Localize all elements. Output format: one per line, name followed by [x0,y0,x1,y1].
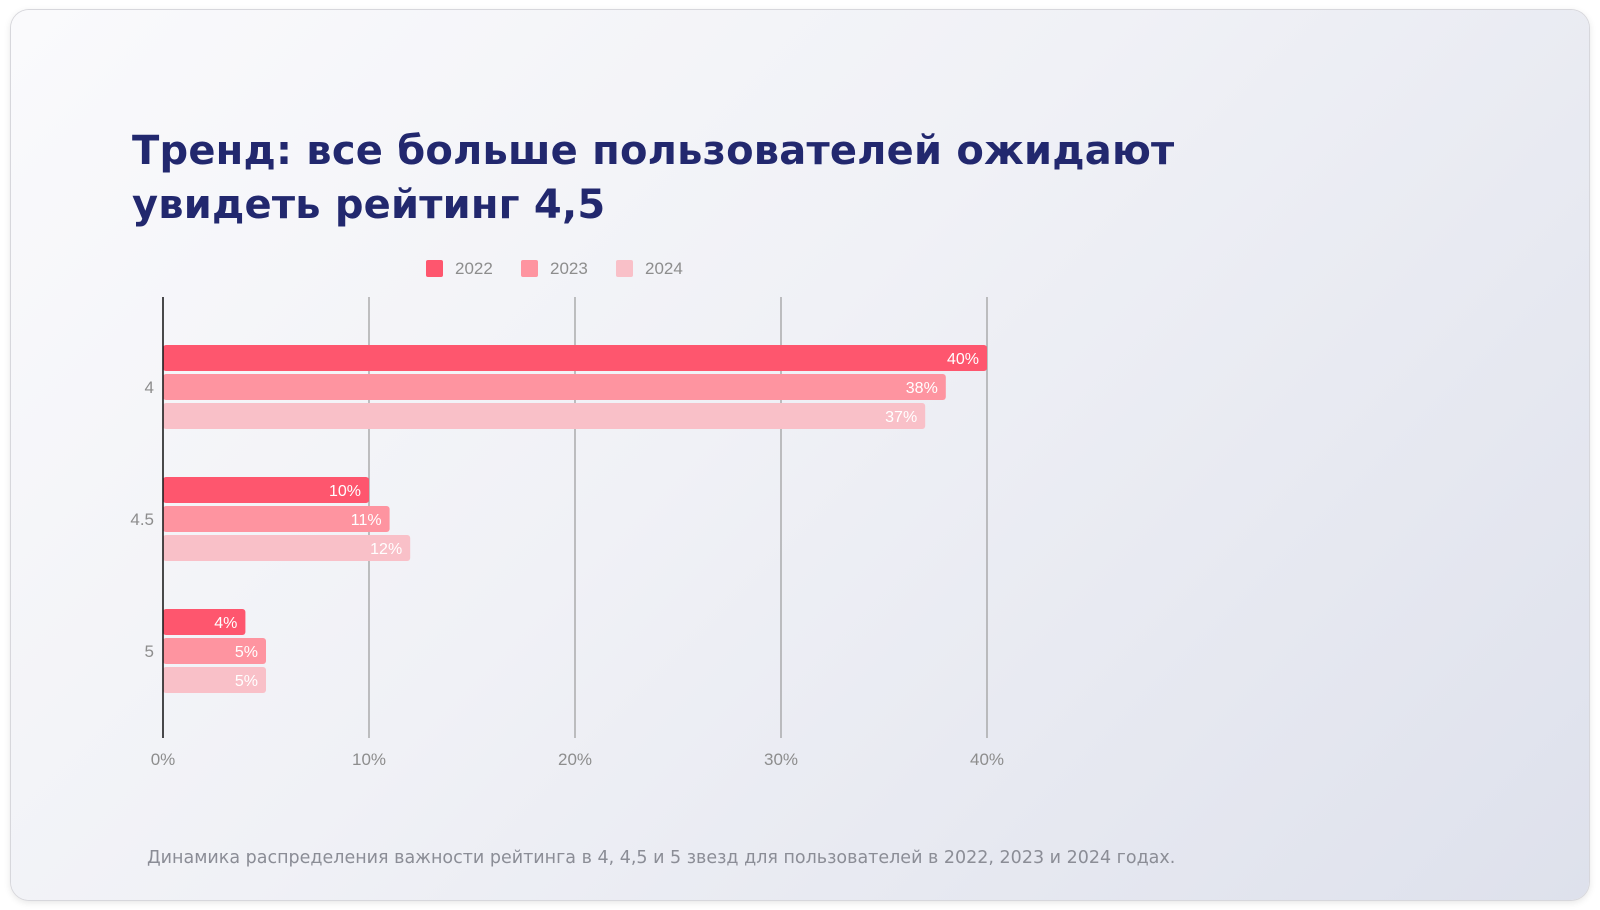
x-tick-label: 10% [352,750,386,769]
legend-swatch [426,260,443,277]
title-line-1: Тренд: все больше пользователей ожидают [132,128,1175,174]
bar [163,403,926,429]
bars: 40% 38% 37% 10% 11% 12% 4% 5% 5% [163,345,987,693]
chart-caption: Динамика распределения важности рейтинга… [147,848,1176,868]
axes: 0% 10% 20% 30% 40% 4 4.5 5 [130,297,1004,769]
bar [163,477,369,503]
data-label: 40% [947,351,979,368]
title-line-2: увидеть рейтинг 4,5 [132,182,606,228]
bar-chart: 40%38%37%10%11%12%4%5%5% 0% 10% 20% 30% 40%4… [130,259,1004,769]
bar [163,609,246,635]
data-label: 37% [885,409,917,426]
data-label: 5% [235,673,258,690]
x-tick-label: 40% [970,750,1004,769]
legend-label: 2023 [550,259,588,278]
data-label: 5% [235,644,258,661]
bar [163,667,266,693]
y-category-label: 4 [145,378,154,397]
bar [163,345,987,371]
legend-label: 2024 [645,259,683,278]
y-category-label: 4.5 [130,510,154,529]
data-label: 11% [351,512,382,529]
bar [163,506,390,532]
x-tick-label: 20% [558,750,592,769]
y-category-label: 5 [145,642,154,661]
data-label: 10% [329,483,361,500]
legend: 2022 2023 2024 [426,259,683,278]
data-label: 12% [370,541,402,558]
slide-card: Тренд: все больше пользователей ожидают … [11,10,1589,900]
bar [163,638,266,664]
x-tick-label: 30% [764,750,798,769]
x-tick-label: 0% [151,750,176,769]
slide-title: Тренд: все больше пользователей ожидают … [132,124,1332,232]
data-label: 38% [906,380,938,397]
legend-label: 2022 [455,259,493,278]
data-label: 4% [214,615,237,632]
legend-swatch [521,260,538,277]
bar [163,374,946,400]
legend-swatch [616,260,633,277]
bar [163,535,411,561]
